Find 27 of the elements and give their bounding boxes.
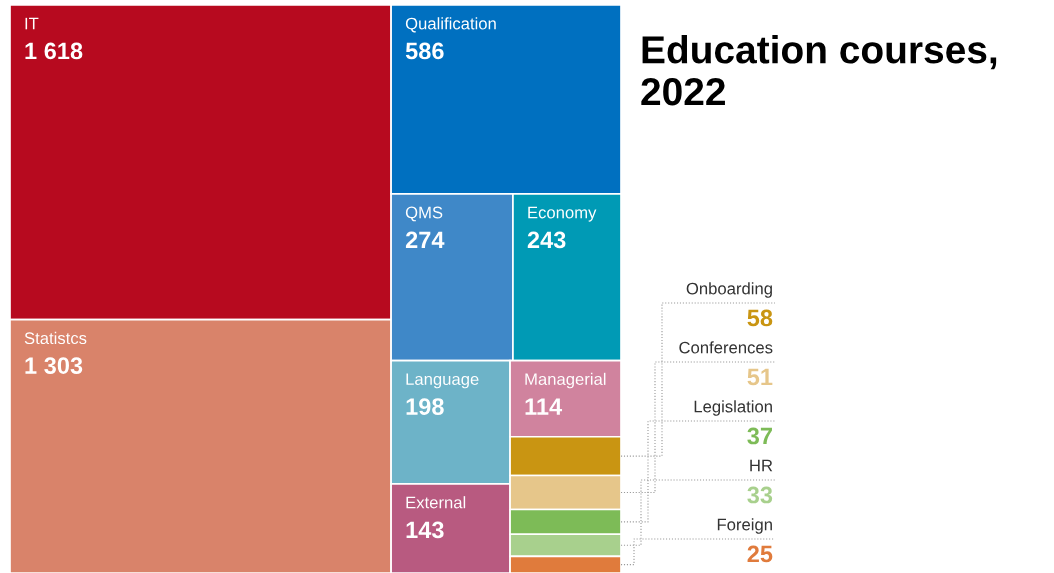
data-label: 58 [747, 309, 773, 327]
data-label: 25 [747, 545, 773, 563]
category-label: Legislation [694, 400, 772, 416]
category-label: Managerial [525, 372, 606, 389]
data-label: 243 [527, 231, 566, 249]
category-label: QMS [405, 206, 443, 222]
data-label: 51 [747, 368, 773, 386]
data-label: 1 618 [25, 42, 83, 60]
data-label: 143 [406, 521, 444, 539]
data-label: 274 [405, 231, 445, 249]
data-label: 114 [525, 398, 563, 415]
category-label: Foreign [717, 518, 772, 534]
data-label: 198 [406, 398, 444, 415]
category-label: Conferences [679, 341, 773, 354]
category-label: Onboarding [686, 282, 772, 298]
data-label: 37 [747, 427, 772, 445]
category-label: Economy [528, 206, 597, 222]
text: Education courses, 2022 [641, 35, 997, 106]
data-label: 1 303 [25, 357, 83, 374]
category-label: HR [750, 459, 773, 472]
category-label: External [406, 496, 466, 509]
category-label: Statistcs [24, 331, 87, 345]
data-label: 33 [747, 486, 773, 504]
category-label: Qualification [405, 17, 496, 33]
category-label: IT [25, 17, 39, 30]
data-label: 586 [405, 42, 444, 60]
category-label: Language [406, 373, 479, 389]
